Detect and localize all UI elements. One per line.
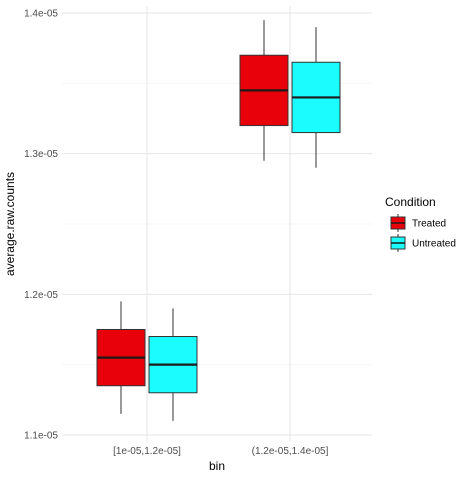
- boxes: [96, 20, 341, 421]
- legend-item-untreated: Untreated: [390, 234, 456, 252]
- y-tick-label: 1.4e-05: [24, 9, 58, 20]
- y-tick-label: 1.1e-05: [24, 430, 58, 441]
- legend-label: Untreated: [412, 239, 456, 250]
- axes: 1.1e-05 1.2e-05 1.3e-05 1.4e-05 [1e-05,1.2e-…: [24, 9, 329, 457]
- box-untreated: [291, 27, 341, 168]
- legend-label: Treated: [412, 219, 446, 230]
- box-treated: [239, 20, 289, 161]
- legend-item-treated: Treated: [390, 214, 446, 232]
- x-tick-label: [1e-05,1.2e-05]: [113, 446, 181, 457]
- y-tick-label: 1.2e-05: [24, 290, 58, 301]
- box-treated: [96, 301, 146, 414]
- x-axis-title: bin: [209, 459, 225, 473]
- x-tick-label: (1.2e-05,1.4e-05]: [252, 446, 329, 457]
- legend-title: Condition: [385, 195, 436, 209]
- legend: Condition Treated Untreated: [385, 195, 456, 252]
- box-untreated: [148, 308, 198, 421]
- y-axis-title: average.raw.counts: [3, 172, 17, 276]
- grid: [62, 6, 372, 442]
- y-tick-label: 1.3e-05: [24, 149, 58, 160]
